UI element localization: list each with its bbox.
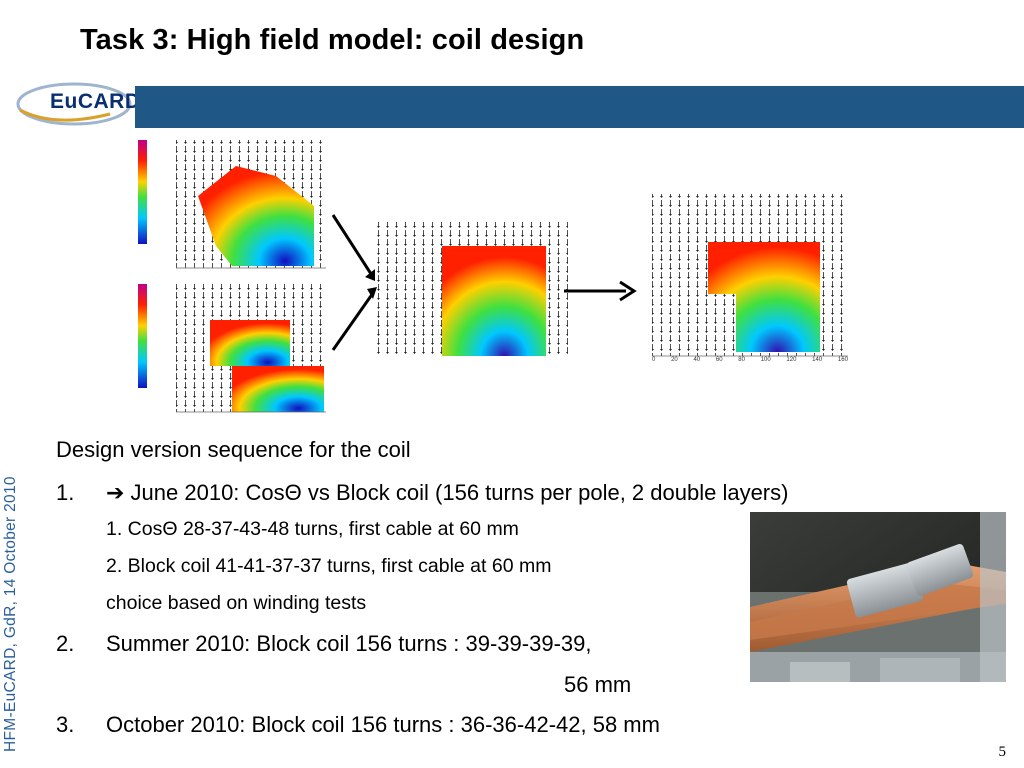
item2-continuation: 56 mm xyxy=(564,672,632,697)
sub-item-choice: choice based on winding tests xyxy=(106,592,367,614)
sub-item-cos-theta: 1. CosΘ 28-37-43-48 turns, first cable a… xyxy=(106,518,519,540)
axis-tick: 160 xyxy=(837,357,848,363)
axis-ticks: 0 20 40 60 80 100 120 140 160 xyxy=(652,357,848,363)
eucard-logo: EuCARD xyxy=(14,80,140,126)
item3-number: 3. xyxy=(56,712,75,737)
axis-tick: 0 xyxy=(652,357,656,363)
item1-number: 1. xyxy=(56,480,75,505)
item1-text: ➔ June 2010: CosΘ vs Block coil (156 tur… xyxy=(106,480,788,506)
field-map-cos-theta xyxy=(136,136,336,276)
coil-winding-photo xyxy=(750,512,1006,682)
item2-number: 2. xyxy=(56,631,75,656)
axis-tick: 40 xyxy=(693,357,701,363)
page-number: 5 xyxy=(998,744,1007,760)
item2-text: Summer 2010: Block coil 156 turns : 39-3… xyxy=(106,631,592,656)
axis-tick: 120 xyxy=(786,357,797,363)
intro-text: Design version sequence for the coil xyxy=(56,437,411,462)
logo-text: EuCARD xyxy=(50,90,141,113)
arrow-icon: ➔ xyxy=(106,480,125,505)
axis-tick: 80 xyxy=(738,357,745,363)
header-band xyxy=(135,86,1024,128)
axis-tick: 20 xyxy=(671,357,678,363)
item3-text: October 2010: Block coil 156 turns : 36-… xyxy=(106,712,660,737)
axis-tick: 140 xyxy=(812,357,823,363)
right-arrow-icon xyxy=(564,280,637,302)
axis-tick: 60 xyxy=(715,357,723,363)
item1-label: June 2010: CosΘ vs Block coil (156 turns… xyxy=(124,480,789,505)
field-map-merged xyxy=(374,220,570,358)
sidebar-footer-text: HFM-EuCARD, GdR, 14 October 2010 xyxy=(2,476,19,752)
slide-title: Task 3: High field model: coil design xyxy=(80,24,585,56)
field-map-block-coil xyxy=(136,282,336,418)
sub-item-block-coil: 2. Block coil 41-41-37-37 turns, first c… xyxy=(106,555,552,577)
converge-arrows-icon xyxy=(331,214,377,351)
axis-tick: 100 xyxy=(760,357,771,363)
field-map-final: 0 20 40 60 80 100 120 140 160 xyxy=(648,190,854,370)
